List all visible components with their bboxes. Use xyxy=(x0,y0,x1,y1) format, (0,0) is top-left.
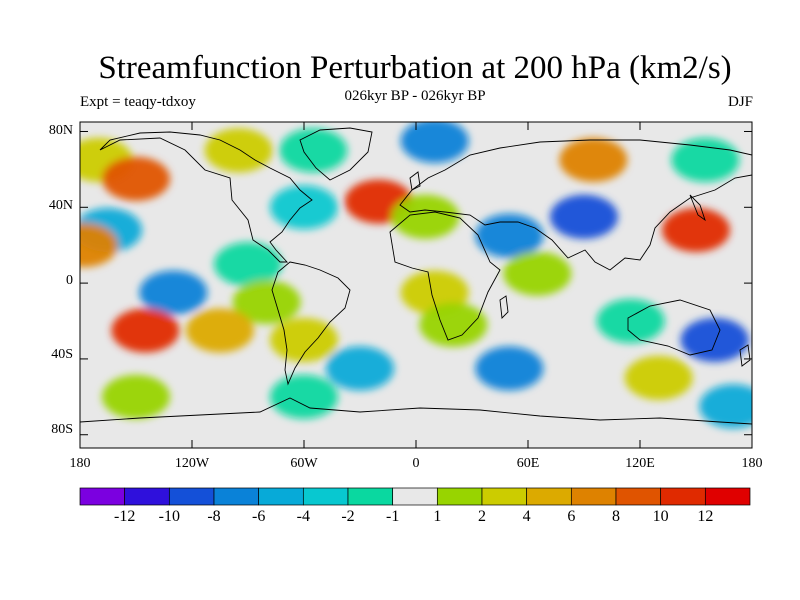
coast-uk xyxy=(409,171,421,191)
colorbar-label: 10 xyxy=(652,508,669,525)
plot-title: Streamfunction Perturbation at 200 hPa (… xyxy=(98,50,732,86)
coast-africa xyxy=(389,211,501,341)
anomaly-cell xyxy=(111,308,180,353)
coast-new-zealand xyxy=(739,344,751,367)
streamfunction-field xyxy=(80,122,752,429)
colorbar-swatch xyxy=(526,487,572,506)
colorbar xyxy=(79,487,751,506)
colorbar-swatch xyxy=(168,487,215,506)
colorbar-swatch xyxy=(481,487,528,506)
x-tick-label: 0 xyxy=(412,456,420,471)
coast-greenland xyxy=(299,127,373,181)
anomaly-cell xyxy=(699,384,752,429)
colorbar-label: -12 xyxy=(113,508,136,525)
colorbar-swatch xyxy=(570,487,617,506)
x-tick-label: 180 xyxy=(741,456,763,471)
anomaly-cell xyxy=(270,374,338,419)
coast-south-america xyxy=(271,261,351,386)
colorbar-label: 12 xyxy=(697,508,714,525)
colorbar-swatch xyxy=(302,487,349,506)
coast-north-america xyxy=(99,131,313,263)
anomaly-cell xyxy=(214,242,282,287)
colorbar-label: 6 xyxy=(567,508,576,525)
colorbar-swatch xyxy=(213,487,260,506)
experiment-label: Expt = teaqy-tdxoy xyxy=(80,94,196,110)
anomaly-cell xyxy=(503,251,572,296)
anomaly-cell xyxy=(270,185,338,230)
anomaly-cell xyxy=(232,280,301,325)
y-tick-label: 40S xyxy=(51,347,73,362)
anomaly-cell xyxy=(80,223,118,268)
colorbar-label: -6 xyxy=(251,508,266,525)
colorbar-label: -10 xyxy=(158,508,180,525)
anomaly-cell xyxy=(391,194,460,239)
y-tick-label: 0 xyxy=(66,273,73,288)
anomaly-cell xyxy=(279,128,348,173)
anomaly-cell xyxy=(186,308,254,353)
coast-japan xyxy=(689,194,706,222)
anomaly-cell xyxy=(400,122,469,163)
anomaly-cell xyxy=(680,317,749,362)
anomaly-cell xyxy=(596,299,665,344)
colorbar-swatch xyxy=(660,487,706,506)
coast-eurasia xyxy=(399,139,752,271)
season-label: DJF xyxy=(727,94,753,110)
coast-madagascar xyxy=(499,295,509,319)
colorbar-swatch xyxy=(615,487,662,506)
y-tick-label: 80N xyxy=(48,123,73,138)
coast-antarctica xyxy=(80,397,752,425)
colorbar-swatch xyxy=(124,487,170,506)
colorbar-label: -4 xyxy=(296,508,310,525)
anomaly-cell xyxy=(419,302,488,347)
colorbar-label: 2 xyxy=(478,508,486,525)
colorbar-label: -8 xyxy=(207,508,221,525)
anomaly-cell xyxy=(326,346,394,391)
colorbar-swatch xyxy=(392,487,438,506)
colorbar-label: 4 xyxy=(522,508,531,525)
colorbar-label: -1 xyxy=(385,508,400,525)
colorbar-label: 1 xyxy=(433,508,442,525)
anomaly-cell xyxy=(550,194,618,239)
coastlines xyxy=(80,127,752,425)
anomaly-cell xyxy=(102,156,170,201)
anomaly-cell xyxy=(559,137,628,182)
y-tick-label: 40N xyxy=(48,198,73,213)
anomaly-cell xyxy=(102,374,170,419)
anomaly-cell xyxy=(662,208,730,253)
x-tick-label: 120E xyxy=(625,456,655,471)
y-tick-label: 80S xyxy=(51,422,73,437)
x-tick-label: 180 xyxy=(69,456,91,471)
x-tick-label: 120W xyxy=(174,456,210,471)
anomaly-cell xyxy=(139,270,208,315)
colorbar-swatch xyxy=(79,487,126,506)
x-tick-label: 60E xyxy=(516,456,540,471)
colorbar-swatch xyxy=(436,487,483,506)
axis-ticks xyxy=(79,122,753,448)
colorbar-swatch xyxy=(258,487,304,506)
colorbar-label: -2 xyxy=(341,508,355,525)
anomaly-cell xyxy=(475,346,544,391)
coast-australia xyxy=(627,299,721,356)
x-tick-label: 60W xyxy=(290,456,318,471)
colorbar-label: 8 xyxy=(612,508,620,525)
anomaly-cell xyxy=(624,355,693,400)
colorbar-swatch xyxy=(704,487,751,506)
anomaly-cell xyxy=(204,128,273,173)
colorbar-swatch xyxy=(347,487,394,506)
plot-subtitle: 026kyr BP - 026kyr BP xyxy=(344,88,486,104)
